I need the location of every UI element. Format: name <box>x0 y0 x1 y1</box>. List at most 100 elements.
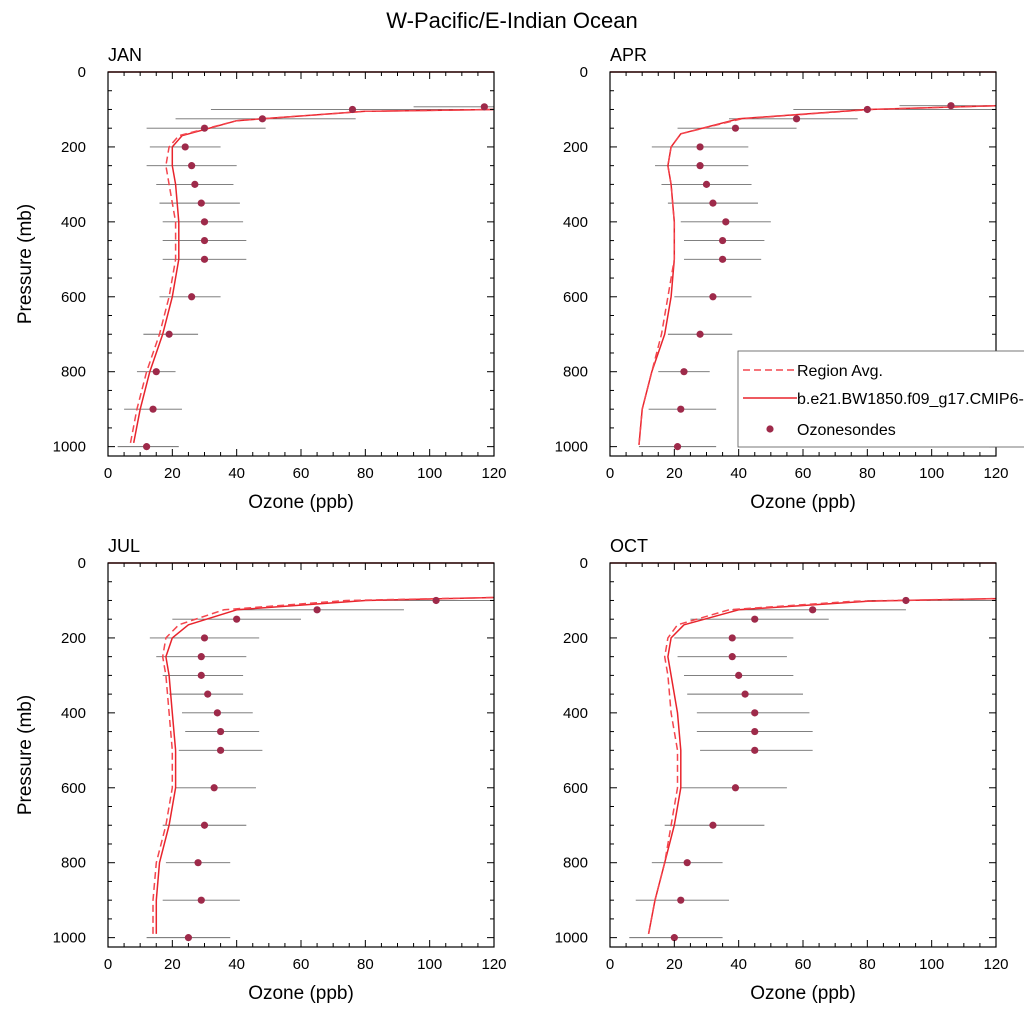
ozonesonde-point <box>728 653 736 661</box>
ozonesonde-point <box>200 218 209 226</box>
ozonesonde-point <box>709 293 717 301</box>
legend-label: Ozonesondes <box>797 422 896 439</box>
ozonesonde-point <box>709 821 717 829</box>
ozonesonde-point <box>181 143 189 151</box>
x-tick-label: 60 <box>795 465 812 482</box>
x-axis-label: Ozone (ppb) <box>248 492 354 513</box>
ozonesonde-point <box>213 709 221 717</box>
plot-frame <box>107 71 495 457</box>
legend-label: Region Avg. <box>797 363 883 380</box>
ozonesonde-point <box>751 727 759 736</box>
ozonesonde-point <box>683 859 691 867</box>
x-tick-label: 80 <box>859 465 876 482</box>
x-tick-label: 120 <box>481 465 506 482</box>
model-line <box>132 108 494 444</box>
ozonesonde-point <box>188 162 196 170</box>
y-tick-label: 1000 <box>555 930 588 947</box>
y-tick-label: 800 <box>61 364 86 381</box>
ozonesonde-point <box>735 671 743 679</box>
y-tick-label: 200 <box>563 139 588 156</box>
ozonesonde-point <box>184 934 193 942</box>
ozonesonde-point <box>696 330 704 338</box>
ozonesonde-point <box>680 368 688 376</box>
y-tick-label: 800 <box>61 855 86 872</box>
ozonesonde-point <box>792 115 801 123</box>
ozonesonde-point <box>197 653 205 661</box>
legend-box <box>737 350 1024 448</box>
panel-title: OCT <box>610 536 648 556</box>
x-tick-label: 60 <box>293 465 310 482</box>
plot-area <box>638 102 996 451</box>
y-tick-label: 1000 <box>53 930 86 947</box>
ozonesonde-point <box>751 709 759 717</box>
ozonesonde-point <box>751 746 759 754</box>
x-tick-label: 40 <box>228 465 245 482</box>
region-avg-line <box>129 108 494 444</box>
x-tick-label: 80 <box>357 956 374 973</box>
ozonesonde-point <box>204 690 212 698</box>
ozonesonde-point <box>233 615 241 623</box>
x-tick-label: 20 <box>666 956 683 973</box>
x-tick-label: 100 <box>919 465 944 482</box>
x-tick-label: 20 <box>666 465 683 482</box>
x-tick-label: 100 <box>417 465 442 482</box>
x-axis-label: Ozone (ppb) <box>750 492 856 513</box>
ozonesonde-point <box>197 896 205 904</box>
figure-title: W-Pacific/E-Indian Ocean <box>386 8 637 33</box>
ozonesonde-point <box>902 596 910 605</box>
ozonesonde-point <box>722 218 730 226</box>
ozonesonde-point <box>143 443 151 451</box>
ozonesonde-point <box>702 180 711 188</box>
y-tick-label: 200 <box>61 630 86 647</box>
x-tick-label: 60 <box>293 956 310 973</box>
ozonesonde-point <box>200 634 209 642</box>
ozonesonde-point <box>200 124 209 132</box>
ozonesonde-point <box>863 105 871 114</box>
y-tick-label: 200 <box>563 630 588 647</box>
ozonesonde-point <box>670 934 678 942</box>
x-tick-label: 0 <box>104 956 112 973</box>
y-tick-label: 200 <box>61 139 86 156</box>
y-tick-label: 0 <box>78 555 86 572</box>
y-tick-label: 400 <box>61 705 86 722</box>
y-axis-label: Pressure (mb) <box>15 204 36 324</box>
y-tick-label: 600 <box>61 780 86 797</box>
ozonesonde-point <box>348 105 357 114</box>
x-tick-label: 120 <box>983 956 1008 973</box>
ozonesonde-point <box>677 405 685 413</box>
plot-frame <box>609 562 997 948</box>
model-line <box>155 596 494 934</box>
y-axis-label: Pressure (mb) <box>15 695 36 815</box>
x-tick-label: 0 <box>606 956 614 973</box>
ozonesonde-point <box>210 784 218 792</box>
x-tick-label: 40 <box>228 956 245 973</box>
region-avg-line <box>638 104 996 445</box>
ozonesonde-point <box>709 199 717 207</box>
legend-marker-ozonesondes <box>766 425 774 433</box>
ozonesonde-point <box>165 330 173 338</box>
x-tick-label: 100 <box>919 956 944 973</box>
ozonesonde-point <box>728 634 736 642</box>
y-tick-label: 800 <box>563 364 588 381</box>
ozonesonde-point <box>188 293 196 301</box>
y-tick-label: 600 <box>563 780 588 797</box>
ozonesonde-point <box>718 236 727 245</box>
ozonesonde-point <box>696 162 704 170</box>
y-tick-label: 600 <box>563 289 588 306</box>
y-tick-label: 0 <box>580 555 588 572</box>
x-tick-label: 60 <box>795 956 812 973</box>
y-tick-label: 1000 <box>555 439 588 456</box>
ozonesonde-point <box>216 746 225 754</box>
y-tick-label: 1000 <box>53 439 86 456</box>
plot-frame <box>107 562 495 948</box>
y-tick-label: 0 <box>78 64 86 81</box>
panel-oct: OCT 0 20 40 60 80 100 120 0 200 400 600 800 1000 Ozone… <box>555 536 1009 1004</box>
y-tick-label: 600 <box>61 289 86 306</box>
panel-jan: JAN 0 20 40 60 80 100 120 0 200 400 600 800 1000 Ozone… <box>15 45 507 513</box>
x-tick-label: 80 <box>357 465 374 482</box>
x-tick-label: 100 <box>417 956 442 973</box>
x-tick-label: 120 <box>481 956 506 973</box>
ozonesonde-point <box>480 103 488 111</box>
